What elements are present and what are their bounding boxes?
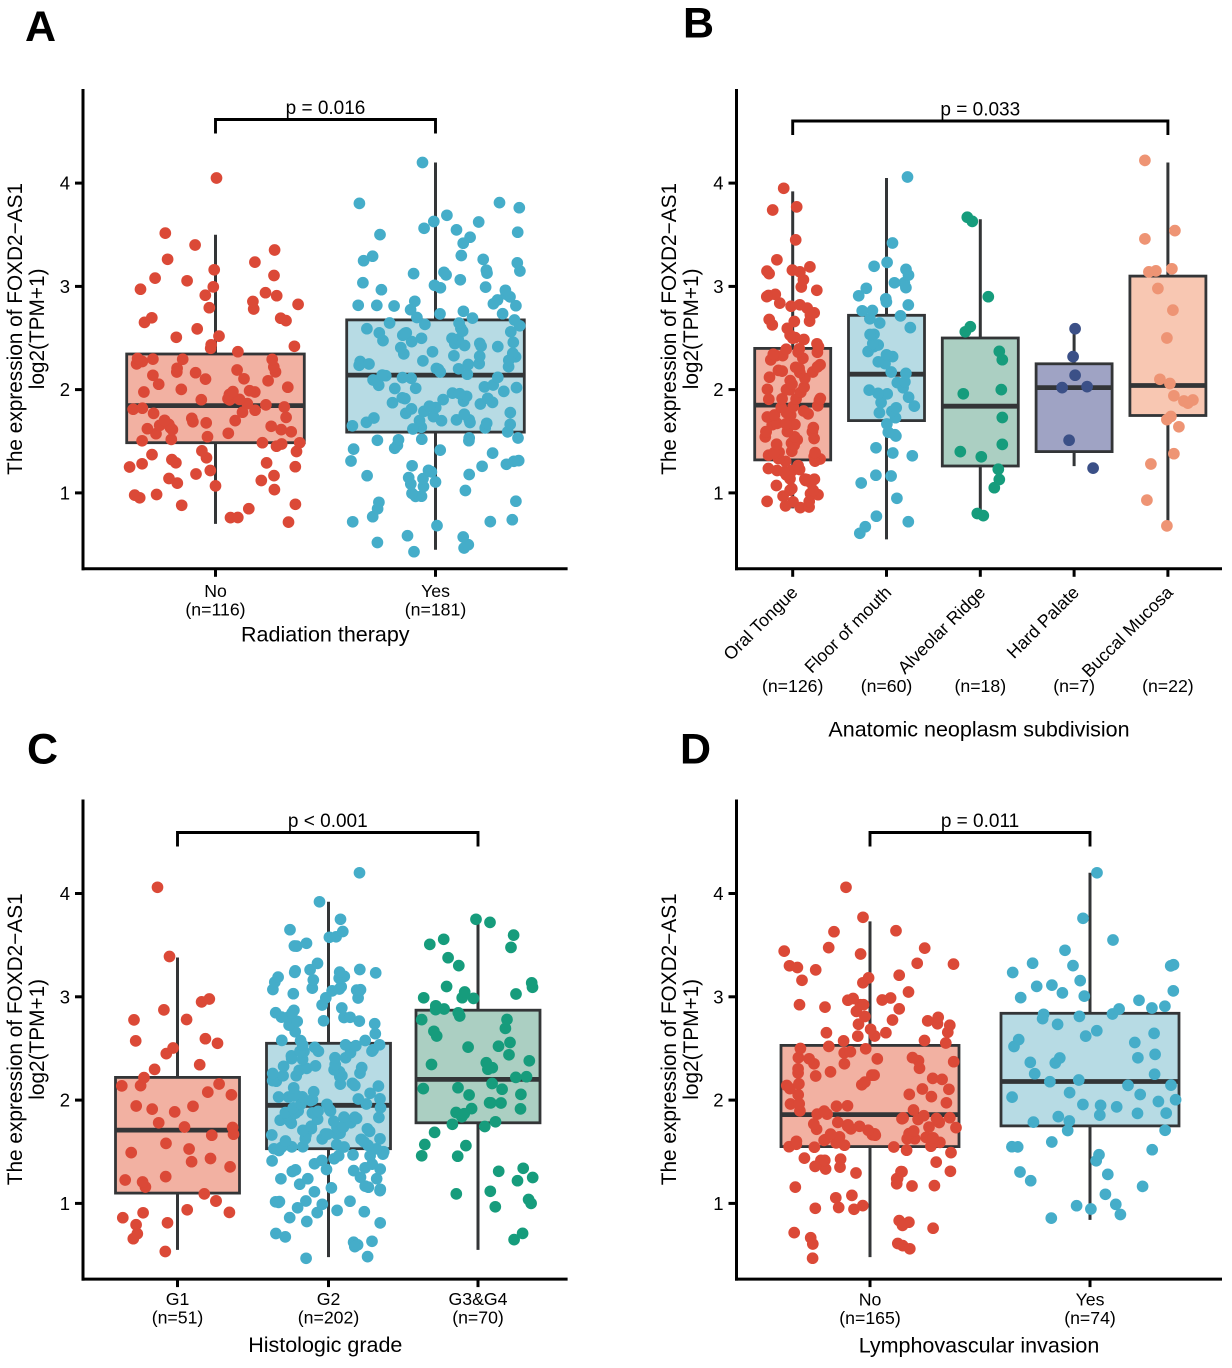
svg-text:1: 1 bbox=[60, 482, 70, 503]
svg-text:The expression of FOXD2−AS1: The expression of FOXD2−AS1 bbox=[658, 183, 681, 475]
svg-text:log2(TPM+1): log2(TPM+1) bbox=[26, 979, 49, 1100]
svg-text:(n=51): (n=51) bbox=[152, 1308, 204, 1328]
svg-text:G3&G4: G3&G4 bbox=[449, 1289, 508, 1309]
svg-text:1: 1 bbox=[60, 1193, 70, 1214]
svg-text:log2(TPM+1): log2(TPM+1) bbox=[680, 269, 703, 390]
svg-text:(n=18): (n=18) bbox=[954, 676, 1006, 696]
svg-text:D: D bbox=[680, 725, 711, 773]
svg-text:Yes: Yes bbox=[421, 581, 450, 601]
svg-text:4: 4 bbox=[60, 173, 70, 194]
svg-text:C: C bbox=[27, 726, 58, 774]
svg-text:3: 3 bbox=[713, 986, 723, 1007]
svg-text:2: 2 bbox=[713, 1090, 723, 1111]
svg-text:(n=70): (n=70) bbox=[452, 1308, 504, 1328]
svg-text:(n=22): (n=22) bbox=[1142, 676, 1194, 696]
svg-text:1: 1 bbox=[713, 1193, 723, 1214]
svg-text:(n=181): (n=181) bbox=[405, 600, 466, 620]
svg-text:(n=202): (n=202) bbox=[298, 1308, 359, 1328]
svg-text:(n=116): (n=116) bbox=[185, 600, 245, 620]
svg-text:Histologic grade: Histologic grade bbox=[248, 1333, 402, 1357]
svg-text:Anatomic neoplasm subdivision: Anatomic neoplasm subdivision bbox=[828, 718, 1129, 742]
svg-text:(n=60): (n=60) bbox=[861, 676, 913, 696]
svg-text:p = 0.033: p = 0.033 bbox=[940, 100, 1020, 121]
svg-text:A: A bbox=[25, 3, 56, 51]
svg-text:No: No bbox=[859, 1290, 882, 1310]
svg-text:4: 4 bbox=[713, 173, 723, 194]
svg-text:3: 3 bbox=[60, 986, 70, 1007]
svg-text:4: 4 bbox=[60, 883, 70, 904]
svg-text:The expression of FOXD2−AS1: The expression of FOXD2−AS1 bbox=[658, 893, 681, 1185]
svg-text:No: No bbox=[204, 581, 227, 601]
svg-text:(n=165): (n=165) bbox=[839, 1308, 900, 1328]
svg-text:p = 0.011: p = 0.011 bbox=[941, 811, 1019, 832]
svg-text:(n=126): (n=126) bbox=[762, 676, 823, 696]
svg-text:1: 1 bbox=[713, 482, 723, 503]
svg-text:(n=7): (n=7) bbox=[1053, 676, 1095, 696]
svg-text:log2(TPM+1): log2(TPM+1) bbox=[680, 979, 703, 1100]
svg-text:Yes: Yes bbox=[1076, 1290, 1105, 1310]
svg-text:(n=74): (n=74) bbox=[1064, 1308, 1116, 1328]
svg-text:Lymphovascular invasion: Lymphovascular invasion bbox=[859, 1334, 1100, 1358]
svg-text:log2(TPM+1): log2(TPM+1) bbox=[26, 269, 49, 390]
svg-text:G2: G2 bbox=[317, 1289, 341, 1309]
svg-text:G1: G1 bbox=[166, 1289, 190, 1309]
svg-text:The expression of FOXD2−AS1: The expression of FOXD2−AS1 bbox=[4, 893, 27, 1185]
svg-text:2: 2 bbox=[713, 379, 723, 400]
svg-text:3: 3 bbox=[60, 276, 70, 297]
svg-text:2: 2 bbox=[60, 1090, 70, 1111]
svg-text:B: B bbox=[683, 0, 714, 47]
svg-text:Radiation therapy: Radiation therapy bbox=[241, 623, 410, 647]
svg-text:3: 3 bbox=[713, 276, 723, 297]
svg-text:4: 4 bbox=[713, 883, 723, 904]
svg-text:p = 0.016: p = 0.016 bbox=[286, 98, 366, 119]
svg-text:2: 2 bbox=[60, 379, 70, 400]
svg-text:p < 0.001: p < 0.001 bbox=[288, 811, 368, 832]
svg-text:The expression of FOXD2−AS1: The expression of FOXD2−AS1 bbox=[4, 183, 27, 475]
